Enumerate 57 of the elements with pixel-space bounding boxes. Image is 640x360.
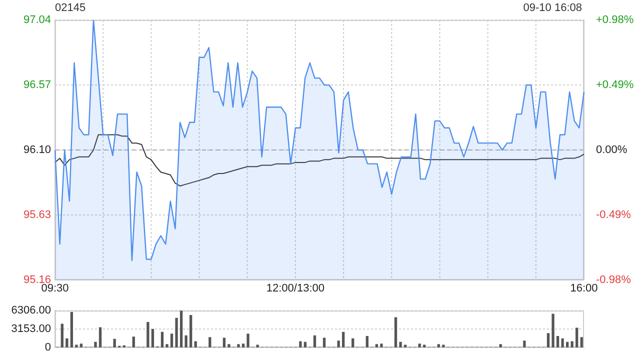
- y-tick-label: 6306.00: [11, 304, 51, 317]
- y-tick-label: 96.57: [23, 79, 51, 92]
- bar: [322, 338, 326, 348]
- bar: [256, 344, 259, 348]
- bar: [180, 310, 183, 348]
- bar: [151, 328, 154, 348]
- bar: [556, 336, 560, 348]
- x-tick-label: 12:00/13:00: [266, 282, 325, 295]
- bar: [184, 335, 188, 348]
- bar: [70, 312, 74, 348]
- bar: [576, 328, 578, 348]
- y-tick-label: 96.10: [23, 144, 51, 156]
- x-tick-label: 16:00: [570, 282, 598, 295]
- bar: [561, 338, 564, 348]
- y-tick-label: 0: [44, 341, 51, 354]
- y2-tick-label: -0.98%: [596, 274, 632, 286]
- bar: [113, 338, 116, 348]
- y-tick-label: 97.04: [23, 14, 51, 26]
- bar: [570, 341, 574, 348]
- bar: [175, 318, 178, 348]
- bar: [146, 322, 150, 348]
- bar: [246, 334, 250, 348]
- chart-title: 02145: [55, 2, 86, 14]
- bar: [546, 333, 550, 348]
- bar: [228, 344, 230, 348]
- bar: [380, 344, 383, 348]
- y2-tick-label: 0.00%: [596, 144, 628, 156]
- bar: [580, 337, 583, 348]
- chart-subtitle: 09-10 16:08: [523, 2, 582, 14]
- bar: [60, 324, 64, 348]
- bar: [160, 332, 164, 348]
- bar: [337, 340, 340, 348]
- y-tick-label: 95.63: [23, 209, 51, 222]
- bar: [552, 314, 554, 348]
- bar: [394, 317, 398, 348]
- x-tick-label: 09:30: [41, 282, 69, 295]
- bar: [237, 344, 240, 348]
- bar: [75, 344, 78, 348]
- bar: [366, 336, 368, 348]
- bar: [313, 335, 316, 348]
- bar: [98, 327, 102, 348]
- y-tick-label: 3153.00: [11, 323, 51, 336]
- bar: [208, 337, 212, 348]
- bar: [132, 336, 135, 348]
- bar: [299, 341, 302, 348]
- bar: [194, 341, 197, 348]
- bar: [342, 332, 345, 348]
- bar: [94, 342, 97, 348]
- y2-tick-label: +0.98%: [596, 14, 634, 26]
- y2-tick-label: +0.49%: [596, 79, 634, 92]
- bar: [170, 334, 174, 348]
- bar: [399, 342, 402, 348]
- bar: [523, 340, 526, 348]
- bar: [222, 338, 226, 348]
- y2-tick-label: -0.49%: [596, 209, 632, 222]
- bar: [166, 344, 168, 348]
- bar: [189, 314, 192, 348]
